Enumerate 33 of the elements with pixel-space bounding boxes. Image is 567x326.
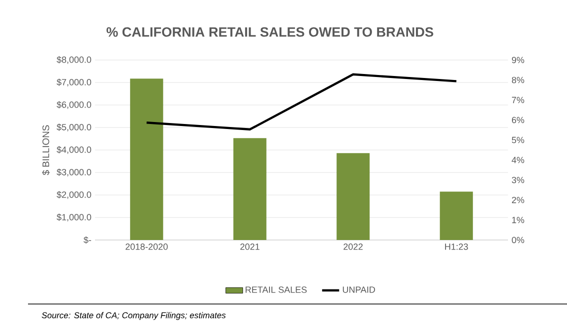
line-series xyxy=(146,73,458,130)
y-tick-label: $8,000.0 xyxy=(56,56,92,64)
y2-tick-label: 4% xyxy=(512,156,524,164)
y-tick-label: $4,000.0 xyxy=(56,146,92,154)
x-tick-label: H1:23 xyxy=(445,244,468,250)
y-tick-label: $5,000.0 xyxy=(56,124,92,132)
y2-tick-label: 7% xyxy=(512,96,524,104)
y-tick-label: $7,000.0 xyxy=(56,78,92,86)
legend-label: UNPAID xyxy=(342,286,376,293)
chart-title: % CALIFORNIA RETAIL SALES OWED TO BRANDS xyxy=(106,27,434,37)
bar xyxy=(233,138,266,240)
y2-tick-label: 1% xyxy=(512,216,524,224)
y-tick-label: $2,000.0 xyxy=(56,191,92,199)
y-tick-label: $1,000.0 xyxy=(56,214,92,222)
x-tick-label: 2022 xyxy=(344,244,363,250)
y2-tick-label: 9% xyxy=(512,56,524,64)
y2-tick-label: 6% xyxy=(512,116,524,124)
y-tick-label: $- xyxy=(84,236,92,244)
x-tick-label: 2018-2020 xyxy=(126,244,168,250)
bar xyxy=(130,78,164,240)
y2-tick-label: 5% xyxy=(512,136,524,144)
bar xyxy=(336,153,370,240)
x-tick-label: 2021 xyxy=(240,244,260,250)
y2-tick-label: 3% xyxy=(512,176,524,184)
y-tick-label: $6,000.0 xyxy=(56,101,92,109)
y2-tick-label: 2% xyxy=(512,196,524,204)
bar xyxy=(440,192,473,240)
source-note: Source: State of CA; Company Filings; estimates xyxy=(42,312,226,320)
y-tick-label: $3,000.0 xyxy=(56,168,92,176)
y2-tick-label: 0% xyxy=(512,236,524,244)
legend-label: RETAIL SALES xyxy=(246,286,307,293)
y2-tick-label: 8% xyxy=(512,76,524,84)
y-axis-title: $ BILLIONS xyxy=(42,125,50,176)
